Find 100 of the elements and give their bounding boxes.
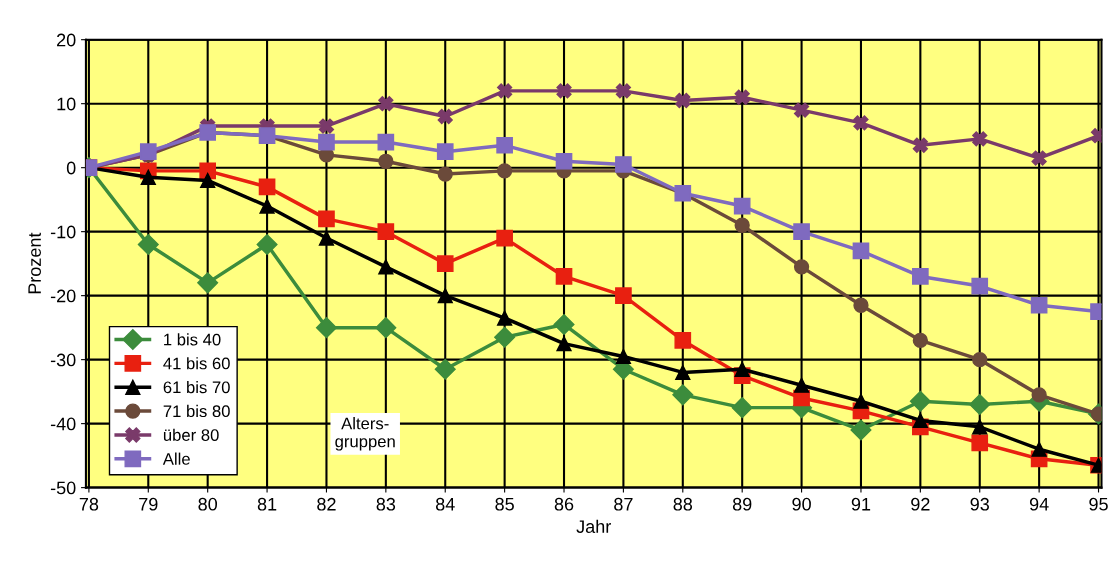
- point: [971, 434, 989, 452]
- y-tick-label: 20: [57, 33, 76, 47]
- x-tick-label: 94: [1029, 497, 1049, 511]
- point: [850, 419, 872, 441]
- point: [909, 390, 931, 412]
- y-axis-title: Prozent: [28, 232, 41, 294]
- point: [972, 352, 988, 368]
- point: [555, 268, 573, 285]
- y-tick-label: 10: [57, 97, 76, 111]
- x-tick-label: 88: [673, 497, 693, 511]
- x-tick-label: 91: [851, 497, 871, 511]
- point: [318, 118, 335, 134]
- y-tick-label: -40: [50, 417, 76, 431]
- legend-title: Alters- gruppen: [335, 417, 395, 451]
- x-tick-label: 92: [911, 497, 930, 511]
- point: [437, 108, 453, 125]
- point: [436, 143, 454, 161]
- y-tick-label: -20: [50, 289, 76, 303]
- x-tick-label: 87: [614, 497, 633, 511]
- point: [200, 172, 216, 189]
- point: [258, 178, 276, 196]
- point: [140, 169, 156, 185]
- point: [675, 364, 691, 381]
- x-tick-label: 85: [495, 497, 514, 511]
- point: [672, 384, 694, 406]
- point: [853, 115, 869, 131]
- y-tick-label: 0: [66, 161, 76, 175]
- point: [555, 152, 573, 170]
- legend-label: Alle: [162, 452, 190, 465]
- point: [734, 361, 750, 377]
- point: [256, 233, 278, 255]
- point: [556, 83, 572, 99]
- point: [137, 233, 159, 255]
- point: [378, 259, 394, 275]
- point: [496, 136, 513, 154]
- x-tick-label: 83: [376, 497, 396, 511]
- point: [615, 287, 632, 304]
- point: [793, 259, 810, 275]
- point: [556, 336, 572, 352]
- point: [969, 393, 991, 415]
- point: [378, 96, 394, 112]
- point: [912, 412, 928, 429]
- point: [793, 377, 810, 393]
- x-tick-label: 90: [792, 497, 811, 511]
- point: [972, 419, 988, 435]
- point: [793, 223, 810, 240]
- x-tick-label: 78: [79, 497, 99, 511]
- y-tick-label: -10: [50, 225, 76, 239]
- point: [615, 83, 632, 99]
- legend-label: 41 bis 60: [163, 357, 230, 370]
- x-tick-label: 93: [970, 497, 989, 511]
- point: [615, 156, 632, 173]
- legend-label: 1 bis 40: [164, 333, 221, 346]
- point: [971, 277, 989, 295]
- point: [734, 89, 750, 105]
- point: [734, 217, 750, 233]
- point: [378, 153, 394, 169]
- point: [377, 223, 395, 240]
- x-tick-label: 82: [317, 497, 336, 511]
- x-tick-label: 84: [435, 497, 455, 511]
- point: [436, 255, 454, 272]
- point: [496, 163, 513, 179]
- point: [496, 310, 513, 326]
- point: [853, 297, 869, 313]
- legend-label: 61 bis 70: [163, 380, 230, 394]
- x-tick-label: 89: [732, 497, 752, 511]
- point: [494, 326, 516, 348]
- point: [318, 210, 335, 228]
- point: [1030, 296, 1048, 314]
- point: [434, 358, 456, 380]
- y-tick-label: -30: [50, 353, 76, 367]
- point: [615, 348, 632, 365]
- point: [437, 288, 453, 304]
- point: [315, 317, 337, 339]
- point: [912, 137, 928, 153]
- point: [674, 332, 692, 349]
- x-tick-label: 95: [1089, 497, 1108, 511]
- point: [853, 393, 869, 409]
- point: [1031, 150, 1047, 166]
- point: [375, 317, 397, 339]
- x-tick-label: 86: [554, 497, 574, 511]
- x-tick-label: 79: [139, 497, 158, 511]
- point: [852, 242, 870, 260]
- point: [553, 313, 575, 335]
- point: [437, 166, 453, 182]
- legend-label: 71 bis 80: [163, 404, 230, 418]
- point: [912, 332, 928, 349]
- point: [377, 133, 395, 151]
- y-tick-label: -50: [50, 481, 76, 495]
- legend-label: über 80: [163, 428, 219, 441]
- point: [793, 102, 810, 118]
- point: [675, 92, 691, 109]
- point: [318, 133, 335, 151]
- x-axis-title: Jahr: [576, 519, 611, 533]
- point: [1031, 387, 1047, 403]
- point: [912, 268, 929, 285]
- point: [733, 197, 751, 215]
- x-tick-label: 80: [198, 497, 218, 511]
- point: [496, 83, 513, 99]
- point: [318, 230, 335, 246]
